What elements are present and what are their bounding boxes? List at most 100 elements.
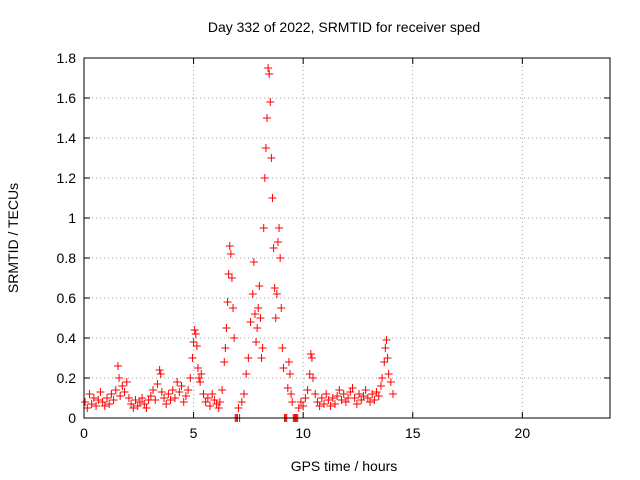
data-point xyxy=(170,394,179,402)
data-point xyxy=(253,324,262,332)
data-point xyxy=(319,400,328,408)
data-point xyxy=(378,374,387,382)
data-point xyxy=(166,396,175,404)
data-point xyxy=(162,400,171,408)
chart-title: Day 332 of 2022, SRMTID for receiver spe… xyxy=(208,19,480,35)
data-point xyxy=(146,392,155,400)
x-tick-label: 10 xyxy=(295,425,311,441)
data-point xyxy=(151,396,160,404)
y-tick-label: 0.8 xyxy=(57,250,77,266)
data-point xyxy=(103,394,112,402)
data-point xyxy=(210,396,219,404)
data-point xyxy=(357,396,366,404)
data-point xyxy=(191,330,200,338)
data-point xyxy=(156,370,165,378)
data-point xyxy=(268,194,277,202)
data-point xyxy=(227,274,236,282)
data-point xyxy=(341,398,350,406)
x-tick-label: 20 xyxy=(515,425,531,441)
data-point xyxy=(246,318,255,326)
data-point xyxy=(273,238,282,246)
data-point xyxy=(328,394,337,402)
data-point xyxy=(105,400,114,408)
data-point xyxy=(208,390,217,398)
data-point xyxy=(257,354,266,362)
data-point xyxy=(118,382,127,390)
data-point xyxy=(193,364,202,372)
data-point xyxy=(85,390,94,398)
y-tick-label: 0 xyxy=(68,410,76,426)
data-point xyxy=(225,242,234,250)
data-point xyxy=(196,378,205,386)
data-point xyxy=(330,400,339,408)
y-tick-label: 1.2 xyxy=(57,170,77,186)
data-point xyxy=(87,400,96,408)
data-point xyxy=(254,304,263,312)
data-point xyxy=(214,404,223,412)
data-point xyxy=(384,370,393,378)
data-point xyxy=(159,394,168,402)
data-point xyxy=(386,378,395,386)
data-point xyxy=(275,224,284,232)
data-point xyxy=(264,64,273,72)
y-tick-label: 0.2 xyxy=(57,370,77,386)
data-point xyxy=(272,290,281,298)
data-point xyxy=(348,384,357,392)
data-point xyxy=(230,334,239,342)
data-point xyxy=(192,342,201,350)
data-point xyxy=(389,390,398,398)
x-tick-label: 15 xyxy=(405,425,421,441)
data-point xyxy=(140,400,149,408)
data-point xyxy=(184,386,193,394)
data-point xyxy=(83,404,92,412)
data-point xyxy=(374,392,383,400)
x-tick-label: 0 xyxy=(80,425,88,441)
data-point xyxy=(372,388,381,396)
data-point xyxy=(382,336,391,344)
data-point xyxy=(296,398,305,406)
data-point xyxy=(258,344,267,352)
data-point xyxy=(286,370,295,378)
data-point xyxy=(220,358,229,366)
data-point xyxy=(98,398,107,406)
data-point xyxy=(164,390,173,398)
data-point xyxy=(229,304,238,312)
y-tick-label: 0.4 xyxy=(57,330,77,346)
data-point xyxy=(306,350,315,358)
y-tick-label: 1.8 xyxy=(57,50,77,66)
data-point xyxy=(226,250,235,258)
data-point xyxy=(173,378,182,386)
data-point xyxy=(284,358,293,366)
data-point xyxy=(199,390,208,398)
data-point xyxy=(276,254,285,262)
data-point xyxy=(124,394,133,402)
data-point xyxy=(339,390,348,398)
data-point xyxy=(311,390,320,398)
data-point xyxy=(361,386,370,394)
data-point xyxy=(363,394,372,402)
data-point xyxy=(197,370,206,378)
data-point xyxy=(100,402,109,410)
data-point xyxy=(120,388,129,396)
data-point xyxy=(287,390,296,398)
data-point xyxy=(333,392,342,400)
data-point xyxy=(370,396,379,404)
data-point xyxy=(188,354,197,362)
data-point xyxy=(239,390,248,398)
data-point xyxy=(324,396,333,404)
data-point xyxy=(157,388,166,396)
data-point xyxy=(218,386,227,394)
data-point xyxy=(113,362,122,370)
x-axis-label: GPS time / hours xyxy=(291,458,398,474)
data-point xyxy=(201,398,210,406)
data-point xyxy=(92,402,101,410)
data-point xyxy=(283,384,292,392)
grid xyxy=(84,58,610,418)
data-point xyxy=(177,382,186,390)
data-point xyxy=(326,402,335,410)
data-point xyxy=(252,338,261,346)
data-point xyxy=(260,174,269,182)
data-point xyxy=(190,326,199,334)
data-point xyxy=(133,402,142,410)
